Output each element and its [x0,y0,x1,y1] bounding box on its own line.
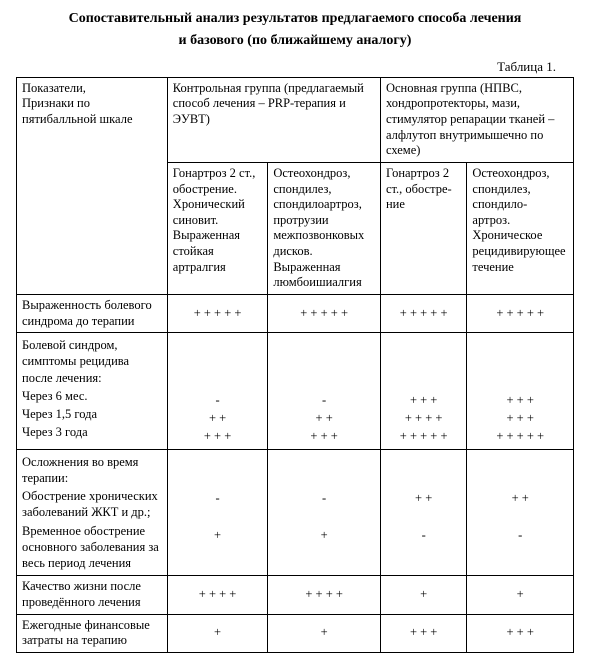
row2-label-l2: Через 6 мес. [22,387,162,405]
row5-c3: + + + [380,614,466,652]
page-title: Сопоставительный анализ результатов пред… [16,8,574,53]
comparison-table: Показатели, Признаки по пятибалльной шка… [16,77,574,653]
row2-c4-c: + + + + + [472,427,568,445]
head-col-1: Гонартроз 2 ст., обострение. Хронический… [167,162,268,294]
head-control-group: Контрольная группа (предлагаемый способ … [167,77,380,162]
title-line-2: и базового (по ближайшему аналогу) [16,30,574,52]
head-col-2: Остеохондроз, спондилез, спондилоартроз,… [268,162,381,294]
head-col-4: Остеохондроз, спондилез, спондило- артро… [467,162,574,294]
row1-c1: + + + + + [167,294,268,332]
row4-c1: + + + + [167,576,268,614]
row2-c2: - + + + + + [268,333,381,450]
row2-c3-c: + + + + + [386,427,461,445]
row3-label-l2: Обострение хронических заболеваний ЖКТ и… [22,487,162,522]
row3-label: Осложнения во время терапии: Обострение … [17,449,168,576]
row3-c4: + + - [467,449,574,576]
row3-c4-b: - [472,526,568,544]
table-number-label: Таблица 1. [16,59,556,75]
row4-c2: + + + + [268,576,381,614]
row5-c1: + [167,614,268,652]
row1-c4: + + + + + [467,294,574,332]
row2-c1: - + + + + + [167,333,268,450]
row2-c1-b: + + [173,409,263,427]
row1-label: Выраженность болевого синдрома до терапи… [17,294,168,332]
row3-c1: - + [167,449,268,576]
row2-label-l1: Болевой синдром, симптомы рецидива после… [22,336,162,387]
row3-c3: + + - [380,449,466,576]
row3-c1-b: + [173,526,263,544]
head-main-group: Основная группа (НПВС, хондропротекторы,… [380,77,573,162]
row2-c4-b: + + + [472,409,568,427]
row1-c3: + + + + + [380,294,466,332]
row3-label-l3: Временное обострение основного заболеван… [22,522,162,573]
row3-c2-b: + [273,526,375,544]
row3-c3-b: - [386,526,461,544]
row1-c2: + + + + + [268,294,381,332]
row2-c2-b: + + [273,409,375,427]
row2-label-l3: Через 1,5 года [22,405,162,423]
row4-c3: + [380,576,466,614]
row5-c4: + + + [467,614,574,652]
row2-c3-a: + + + [386,391,461,409]
row5-label: Ежегодные финансовые затраты на терапию [17,614,168,652]
row2-label: Болевой синдром, симптомы рецидива после… [17,333,168,450]
row2-c4: + + + + + + + + + + + [467,333,574,450]
row5-c2: + [268,614,381,652]
row3-c2-a: - [273,489,375,507]
row3-label-l1: Осложнения во время терапии: [22,453,162,488]
row2-c2-a: - [273,391,375,409]
row2-c1-c: + + + [173,427,263,445]
row4-c4: + [467,576,574,614]
row3-c2: - + [268,449,381,576]
row3-c1-a: - [173,489,263,507]
row2-c1-a: - [173,391,263,409]
row4-label: Качество жизни после проведённого лечени… [17,576,168,614]
head-indicators: Показатели, Признаки по пятибалльной шка… [17,77,168,294]
title-line-1: Сопоставительный анализ результатов пред… [16,8,574,30]
row2-c3-b: + + + + [386,409,461,427]
row2-c3: + + + + + + + + + + + + [380,333,466,450]
row2-c4-a: + + + [472,391,568,409]
row3-c3-a: + + [386,489,461,507]
row2-label-l4: Через 3 года [22,423,162,441]
row2-c2-c: + + + [273,427,375,445]
row3-c4-a: + + [472,489,568,507]
head-col-3: Гонартроз 2 ст., обостре- ние [380,162,466,294]
